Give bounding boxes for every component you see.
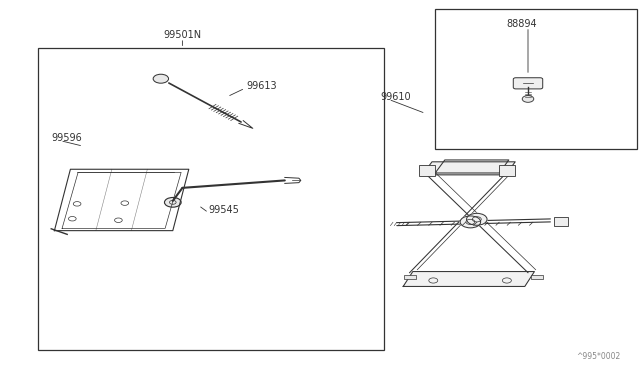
Polygon shape	[422, 162, 515, 175]
Bar	[435, 9, 637, 149]
Bar	[554, 217, 568, 226]
Bar	[404, 275, 416, 279]
FancyBboxPatch shape	[513, 78, 543, 89]
Bar	[419, 165, 435, 176]
Bar	[38, 48, 384, 350]
Circle shape	[467, 214, 487, 225]
Text: 99545: 99545	[208, 205, 239, 215]
Bar	[531, 275, 543, 279]
Text: ^995*0002: ^995*0002	[577, 352, 621, 361]
Bar	[499, 165, 515, 176]
Text: 99501N: 99501N	[163, 31, 202, 40]
Text: 99596: 99596	[51, 133, 82, 142]
Circle shape	[460, 216, 481, 228]
Polygon shape	[435, 160, 509, 173]
Circle shape	[164, 198, 181, 207]
Text: 99610: 99610	[381, 92, 412, 102]
Text: 88894: 88894	[506, 19, 537, 29]
Polygon shape	[403, 272, 534, 286]
Text: 99613: 99613	[246, 81, 277, 90]
Circle shape	[153, 74, 168, 83]
Circle shape	[522, 96, 534, 102]
